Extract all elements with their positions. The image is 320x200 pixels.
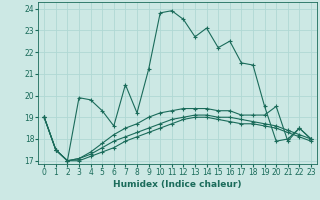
X-axis label: Humidex (Indice chaleur): Humidex (Indice chaleur): [113, 180, 242, 189]
